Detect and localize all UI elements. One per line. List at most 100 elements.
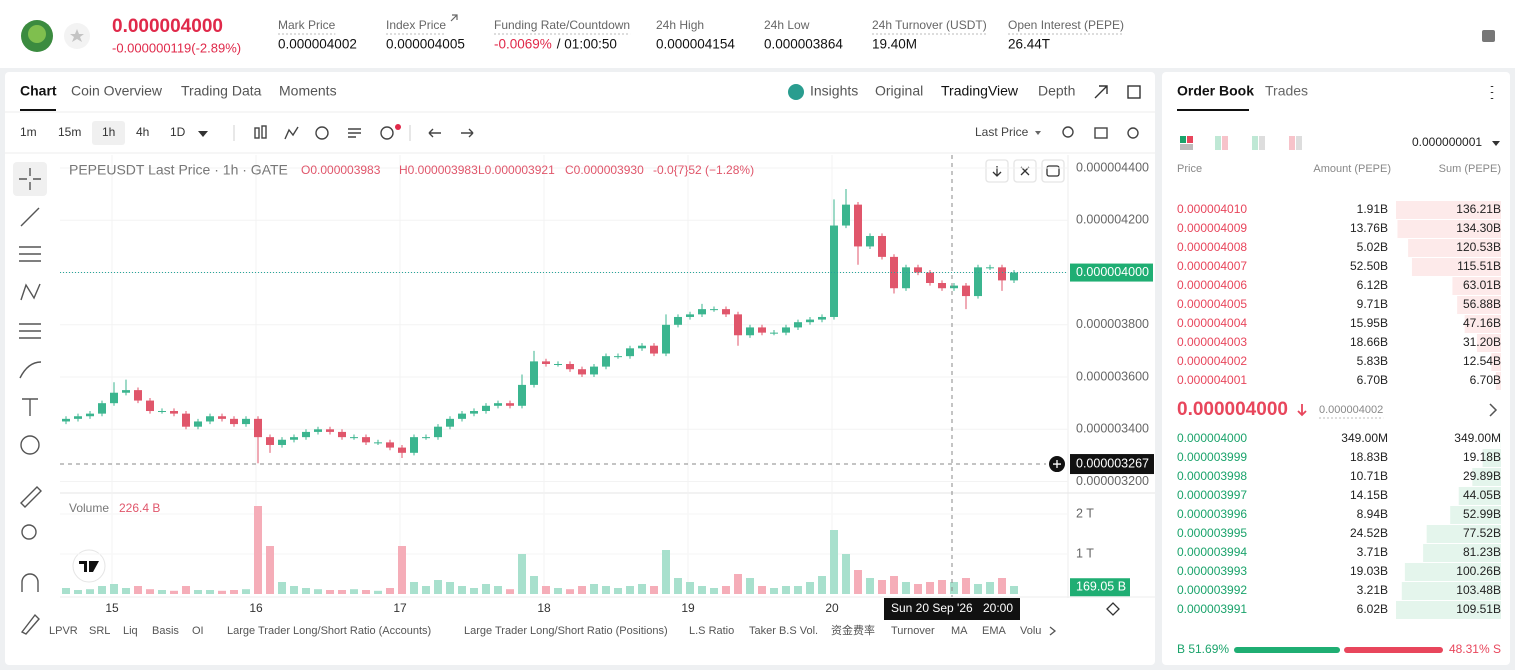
interval[interactable]: 15m bbox=[58, 125, 81, 139]
book-price[interactable]: 0.000003993 bbox=[1177, 564, 1247, 578]
book-price[interactable]: 0.000003998 bbox=[1177, 469, 1247, 483]
book-price[interactable]: 0.000003995 bbox=[1177, 526, 1247, 540]
line-tool[interactable] bbox=[20, 207, 40, 227]
view-icon[interactable] bbox=[1215, 136, 1221, 150]
book-price[interactable]: 0.000004002 bbox=[1177, 354, 1247, 368]
view-tab[interactable]: TradingView bbox=[941, 83, 1019, 99]
ruler-tool[interactable] bbox=[20, 486, 42, 508]
book-price[interactable]: 0.000004004 bbox=[1177, 316, 1247, 330]
book-price[interactable]: 0.000003997 bbox=[1177, 488, 1247, 502]
indicator-tab[interactable]: 资金费率 bbox=[831, 623, 875, 637]
book-price[interactable]: 0.000004008 bbox=[1177, 240, 1247, 254]
tab[interactable]: Moments bbox=[279, 83, 337, 99]
view-tab[interactable]: Insights bbox=[810, 83, 858, 99]
crosshair-tool[interactable] bbox=[19, 168, 41, 190]
zoom-tool[interactable] bbox=[21, 524, 37, 540]
book-price[interactable]: 0.000004010 bbox=[1177, 202, 1247, 216]
book-price[interactable]: 0.000004006 bbox=[1177, 278, 1247, 292]
view-icon[interactable] bbox=[1259, 136, 1265, 150]
close-button[interactable] bbox=[1013, 159, 1037, 183]
scroll-right-icon[interactable] bbox=[1049, 626, 1057, 636]
indicator-tab[interactable]: EMA bbox=[982, 625, 1007, 637]
template-icon[interactable] bbox=[348, 128, 361, 138]
view-icon[interactable] bbox=[1296, 136, 1302, 150]
brush-tool[interactable] bbox=[19, 361, 42, 379]
tab[interactable]: Chart bbox=[20, 83, 57, 99]
view-icon[interactable] bbox=[1180, 144, 1193, 150]
indicator-tab[interactable]: Large Trader Long/Short Ratio (Accounts) bbox=[227, 625, 431, 637]
expand-icon[interactable] bbox=[1094, 85, 1108, 99]
indicator-icon[interactable] bbox=[284, 126, 299, 140]
indicator-tab[interactable]: Volu bbox=[1020, 625, 1041, 637]
indicator-tab[interactable]: SRL bbox=[89, 625, 110, 637]
candle-type-icon[interactable] bbox=[261, 125, 267, 139]
dropdown-icon[interactable] bbox=[1492, 141, 1500, 146]
book-price[interactable]: 0.000003992 bbox=[1177, 583, 1247, 597]
link-icon[interactable] bbox=[450, 14, 458, 22]
indicator-tab[interactable]: MA bbox=[951, 625, 968, 637]
depth-bar bbox=[1411, 258, 1501, 276]
book-icon[interactable] bbox=[1482, 30, 1495, 42]
redo-icon[interactable] bbox=[461, 128, 474, 138]
tab[interactable]: Trading Data bbox=[181, 83, 262, 99]
chevron[interactable] bbox=[1489, 403, 1498, 417]
emoji-tool[interactable] bbox=[20, 435, 40, 455]
book-price[interactable]: 0.000004007 bbox=[1177, 259, 1247, 273]
book-tab[interactable]: Order Book bbox=[1177, 83, 1254, 99]
indicator-tab[interactable]: L.S Ratio bbox=[689, 625, 734, 637]
indicator-tab[interactable]: LPVR bbox=[49, 625, 78, 637]
fullscreen-button[interactable] bbox=[1041, 159, 1065, 183]
interval[interactable]: 4h bbox=[136, 125, 149, 139]
book-tab[interactable]: Trades bbox=[1265, 83, 1308, 99]
candle-type-icon[interactable] bbox=[254, 127, 260, 139]
view-tab[interactable]: Depth bbox=[1038, 83, 1075, 99]
book-price[interactable]: 0.000004000 bbox=[1177, 431, 1247, 445]
indicator-tab[interactable]: OI bbox=[192, 625, 204, 637]
book-price[interactable]: 0.000003999 bbox=[1177, 450, 1247, 464]
precision-select[interactable]: 0.000000001 bbox=[1412, 135, 1482, 149]
book-price[interactable]: 0.000004005 bbox=[1177, 297, 1247, 311]
interval[interactable]: 1D bbox=[170, 125, 186, 139]
view-icon[interactable] bbox=[1252, 136, 1258, 150]
dropdown-icon[interactable] bbox=[1035, 131, 1041, 135]
view-tab[interactable]: Original bbox=[875, 83, 923, 99]
book-price[interactable]: 0.000004003 bbox=[1177, 335, 1247, 349]
view-icon[interactable] bbox=[1289, 136, 1295, 150]
view-icon[interactable] bbox=[1180, 136, 1186, 143]
dropdown-icon[interactable] bbox=[198, 131, 208, 137]
pattern-tool[interactable] bbox=[20, 283, 41, 301]
toolbar-icons bbox=[233, 125, 1139, 141]
interval[interactable]: 1h bbox=[102, 125, 115, 139]
book-price[interactable]: 0.000004009 bbox=[1177, 221, 1247, 235]
indicator-tab[interactable]: Taker B.S Vol. bbox=[749, 625, 818, 637]
camera-icon[interactable] bbox=[1094, 127, 1108, 139]
view-icon[interactable] bbox=[1222, 136, 1228, 150]
fib-tool[interactable] bbox=[19, 323, 41, 339]
price-source[interactable]: Last Price bbox=[975, 125, 1029, 139]
book-price[interactable]: 0.000004001 bbox=[1177, 373, 1247, 387]
indicator-tab[interactable]: Turnover bbox=[891, 625, 935, 637]
channel-tool[interactable] bbox=[19, 246, 41, 262]
settings-icon[interactable] bbox=[1127, 127, 1139, 139]
layout-icon[interactable] bbox=[1127, 85, 1141, 99]
undo-icon[interactable] bbox=[428, 128, 441, 138]
chart-settings-icon[interactable] bbox=[1106, 602, 1120, 616]
column-header: Amount (PEPE) bbox=[1313, 163, 1391, 175]
magnet-tool[interactable] bbox=[21, 573, 39, 592]
indicator-tab[interactable]: Large Trader Long/Short Ratio (Positions… bbox=[464, 625, 668, 637]
book-price[interactable]: 0.000003991 bbox=[1177, 602, 1247, 616]
book-price[interactable]: 0.000003996 bbox=[1177, 507, 1247, 521]
lock-tool[interactable] bbox=[20, 613, 40, 635]
candle-body bbox=[746, 327, 754, 336]
tab[interactable]: Coin Overview bbox=[71, 83, 163, 99]
replay-icon[interactable] bbox=[315, 126, 329, 140]
interval[interactable]: 1m bbox=[20, 125, 37, 139]
add-icon[interactable] bbox=[380, 126, 394, 140]
view-icon[interactable] bbox=[1187, 136, 1193, 143]
indicator-tab[interactable]: Liq bbox=[123, 625, 138, 637]
text-tool[interactable] bbox=[22, 398, 38, 416]
indicator-tab[interactable]: Basis bbox=[152, 625, 179, 637]
book-price[interactable]: 0.000003994 bbox=[1177, 545, 1247, 559]
collapse-button[interactable] bbox=[985, 159, 1009, 183]
search-icon[interactable] bbox=[1062, 126, 1074, 138]
